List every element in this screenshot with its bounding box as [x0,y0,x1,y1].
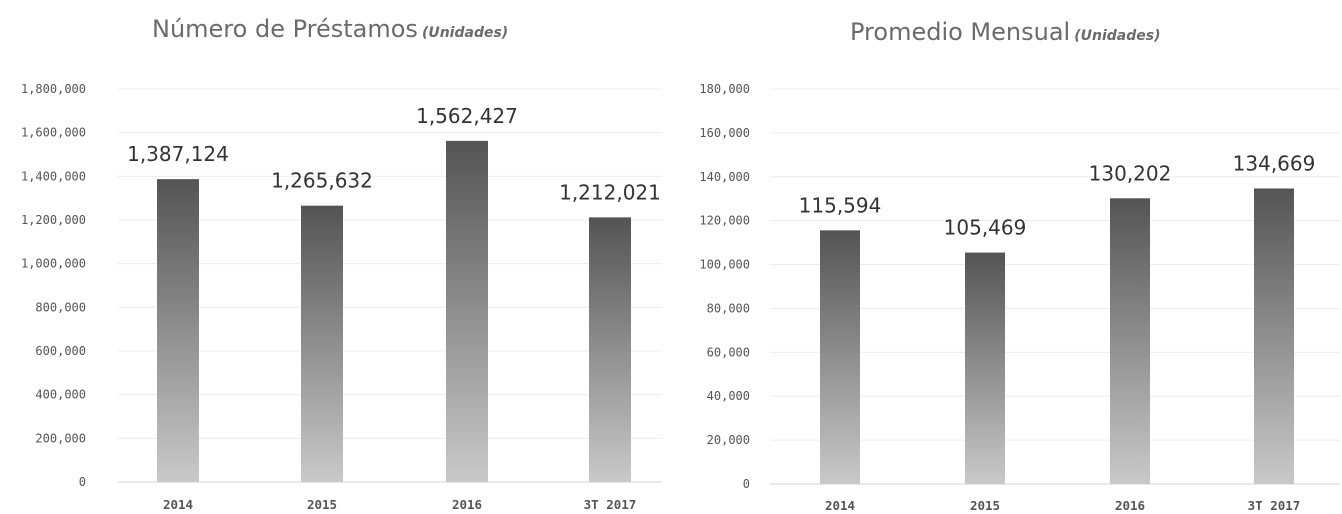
chart-prestamos-title-main: Número de Préstamos [152,15,418,43]
prestamos-y-tick-label: 1,800,000 [21,82,86,96]
promedio-y-tick-label: 140,000 [699,170,750,184]
prestamos-bar [301,205,343,482]
promedio-x-tick-label: 3T 2017 [1248,498,1301,513]
chart-promedio-bars [820,188,1294,485]
prestamos-y-tick-label: 200,000 [35,431,86,445]
promedio-data-label: 134,669 [1233,151,1316,175]
promedio-x-tick-label: 2015 [970,498,1000,513]
prestamos-bar [157,179,199,482]
chart-promedio-gridlines [770,88,1340,485]
prestamos-y-tick-label: 1,000,000 [21,257,86,271]
chart-promedio: Promedio Mensual (Unidades) 0 20,000 40,000… [699,18,1340,513]
prestamos-y-tick-label: 1,400,000 [21,169,86,183]
promedio-y-tick-label: 180,000 [699,82,750,96]
prestamos-data-label: 1,265,632 [271,169,373,193]
chart-prestamos-y-axis: 0 200,000 400,000 600,000 800,000 1,000,000 1,… [21,82,86,489]
prestamos-data-label: 1,212,021 [559,180,661,204]
chart-prestamos-title: Número de Préstamos (Unidades) [152,15,508,43]
promedio-y-tick-label: 120,000 [699,214,750,228]
prestamos-y-tick-label: 1,600,000 [21,126,86,140]
chart-prestamos-title-unit: (Unidades) [422,25,508,41]
chart-prestamos: Número de Préstamos (Unidades) 0 200,000 40… [21,15,662,512]
prestamos-y-tick-label: 1,200,000 [21,213,86,227]
prestamos-y-tick-label: 0 [79,475,86,489]
promedio-bar [820,230,860,484]
promedio-data-label: 115,594 [799,193,882,217]
prestamos-x-tick-label: 3T 2017 [584,497,637,512]
promedio-data-label: 105,469 [944,216,1027,240]
promedio-y-tick-label: 0 [743,477,750,491]
chart-promedio-data-labels: 115,594 105,469 130,202 134,669 [799,151,1316,239]
prestamos-y-tick-label: 800,000 [35,300,86,314]
promedio-bar [1254,188,1294,484]
chart-promedio-title-main: Promedio Mensual [850,18,1070,46]
promedio-y-tick-label: 20,000 [707,433,750,447]
prestamos-bar [589,217,631,482]
prestamos-y-tick-label: 400,000 [35,388,86,402]
chart-prestamos-bars [157,140,631,482]
prestamos-y-tick-label: 600,000 [35,344,86,358]
promedio-y-tick-label: 80,000 [707,301,750,315]
chart-promedio-x-axis: 2014 2015 2016 3T 2017 [825,498,1300,513]
promedio-y-tick-label: 100,000 [699,258,750,272]
prestamos-data-label: 1,387,124 [127,142,229,166]
promedio-y-tick-label: 60,000 [707,345,750,359]
chart-promedio-title-unit: (Unidades) [1074,28,1160,44]
chart-promedio-y-axis: 0 20,000 40,000 60,000 80,000 100,000 120,000 1… [699,82,750,491]
prestamos-data-label: 1,562,427 [416,104,518,128]
prestamos-bar [446,140,488,482]
promedio-x-tick-label: 2016 [1115,498,1145,513]
chart-prestamos-data-labels: 1,387,124 1,265,632 1,562,427 1,212,021 [127,104,661,205]
chart-promedio-title: Promedio Mensual (Unidades) [850,18,1160,46]
chart-prestamos-gridlines [118,88,662,483]
chart-prestamos-x-axis: 2014 2015 2016 3T 2017 [163,497,636,512]
promedio-y-tick-label: 160,000 [699,126,750,140]
prestamos-x-tick-label: 2016 [452,497,482,512]
prestamos-x-tick-label: 2015 [307,497,337,512]
promedio-bar [1110,198,1150,485]
promedio-y-tick-label: 40,000 [707,389,750,403]
promedio-x-tick-label: 2014 [825,498,855,513]
promedio-data-label: 130,202 [1089,161,1172,185]
promedio-bar [965,252,1005,484]
prestamos-x-tick-label: 2014 [163,497,193,512]
